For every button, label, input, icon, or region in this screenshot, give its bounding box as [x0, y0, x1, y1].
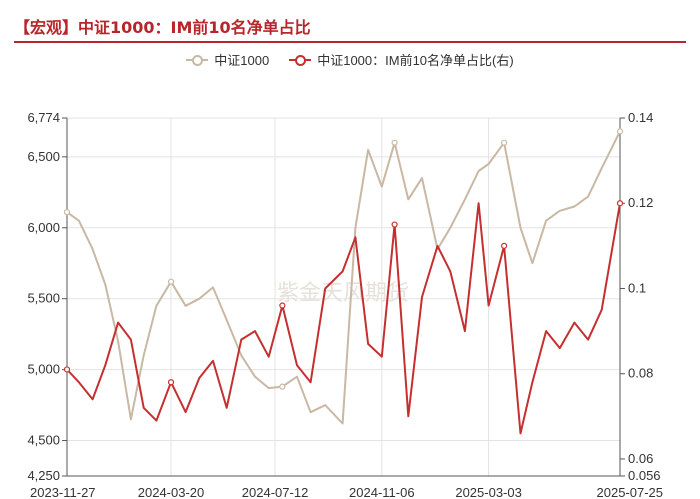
data-point-index	[63, 209, 71, 216]
data-point-index	[616, 128, 624, 135]
legend-item-ratio[interactable]: 中证1000：IM前10名净单占比(右)	[289, 50, 514, 69]
data-point-ratio	[279, 302, 286, 309]
y-left-tick-label: 5,500	[27, 291, 60, 306]
data-point-ratio	[501, 242, 508, 249]
y-right-tick-label: 0.056	[628, 468, 661, 483]
data-point-ratio	[616, 200, 624, 207]
data-point-ratio	[63, 366, 71, 373]
x-tick-label: 2023-11-27	[30, 485, 96, 499]
y-left-tick-label: 6,000	[27, 220, 60, 235]
y-left-tick-label: 6,500	[27, 149, 60, 164]
y-left-tick-label: 6,774	[27, 110, 60, 125]
legend-label-index: 中证1000	[214, 53, 270, 68]
data-point-index	[167, 278, 175, 285]
legend: 中证1000 中证1000：IM前10名净单占比(右)	[0, 50, 700, 69]
x-tick-label: 2025-03-03	[455, 485, 522, 499]
title-underline	[14, 41, 686, 43]
legend-label-ratio: 中证1000：IM前10名净单占比(右)	[317, 53, 514, 68]
y-right-tick-label: 0.1	[628, 280, 646, 295]
legend-swatch-index	[186, 54, 209, 66]
x-tick-label: 2024-07-12	[242, 485, 309, 499]
legend-swatch-ratio	[289, 54, 312, 66]
y-left-tick-label: 5,000	[27, 362, 60, 377]
y-right-tick-label: 0.06	[628, 451, 653, 466]
data-point-index	[391, 139, 398, 146]
legend-item-index[interactable]: 中证1000	[186, 50, 269, 69]
data-point-ratio	[167, 379, 175, 386]
data-point-index	[279, 383, 286, 390]
data-point-ratio	[391, 221, 398, 228]
y-left-tick-label: 4,500	[27, 433, 60, 448]
chart-title: 【宏观】中证1000：IM前10名净单占比	[14, 18, 311, 37]
y-left-tick-label: 4,250	[27, 468, 60, 483]
data-point-index	[501, 139, 508, 146]
y-right-tick-label: 0.12	[628, 195, 653, 210]
x-tick-label: 2024-03-20	[138, 485, 205, 499]
y-right-tick-label: 0.14	[628, 110, 653, 125]
series-line-ratio	[66, 202, 621, 435]
y-right-tick-label: 0.08	[628, 366, 653, 381]
series-line-index	[66, 130, 621, 425]
x-tick-label: 2024-11-06	[349, 485, 415, 499]
x-tick-label: 2025-07-25	[597, 485, 664, 499]
